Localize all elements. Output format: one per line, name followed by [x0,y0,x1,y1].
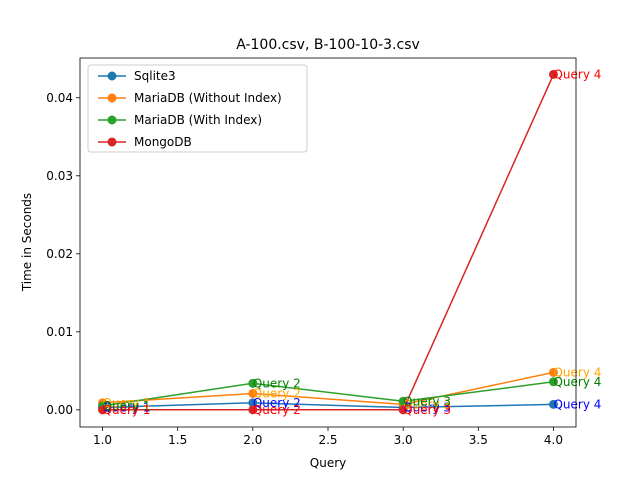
legend-entry-1: MariaDB (Without Index) [134,91,282,105]
series-line-1 [102,371,554,406]
data-label-1-2: Query 3 [403,397,451,411]
data-label-1-3: Query 4 [553,365,601,379]
legend-entry-2: MariaDB (With Index) [134,113,262,127]
data-label-2-3: Query 4 [553,375,601,389]
plot-area: Query 1 Query 2 Query 3 Query 4 Query 1 Query… [98,67,601,417]
x-tick-label-4: 3.0 [394,433,413,447]
legend-marker-2 [107,115,117,125]
data-point-2-3 [548,377,558,387]
legend: Sqlite3 MariaDB (Without Index) MariaDB (W… [87,64,308,153]
chart-title: A-100.csv, B-100-10-3.csv [236,37,420,53]
series-line-0 [102,402,554,409]
series-line-2 [102,381,554,407]
data-label-0-2: Query 3 [403,400,451,414]
y-tick-label-0: 0.00 [46,403,73,417]
axes: 1.0 1.5 2.0 2.5 3.0 3.5 4.0 0.00 0.01 0.02 0.03 0.0… [46,57,577,447]
y-tick-label-1: 0.01 [46,325,73,339]
legend-box [87,64,308,153]
data-point-0-1 [248,398,258,408]
data-label-3-3: Query 4 [553,67,601,81]
data-label-2-0: Query 1 [103,399,151,413]
data-label-0-1: Query 2 [253,396,301,410]
data-label-3-0: Query 1 [103,403,151,417]
data-label-2-1: Query 2 [253,376,301,390]
x-tick-label-5: 3.5 [469,433,488,447]
data-label-0-3: Query 4 [553,397,601,411]
data-point-3-2 [398,405,408,415]
data-point-3-0 [98,405,108,415]
y-tick-label-2: 0.02 [46,247,73,261]
data-label-1-1: Query 2 [253,386,301,400]
data-point-2-1 [248,378,258,388]
y-tick-label-3: 0.03 [46,169,73,183]
x-tick-label-2: 2.0 [243,433,262,447]
legend-marker-3 [107,137,117,147]
data-point-1-3 [548,367,558,377]
data-label-2-2: Query 3 [403,394,451,408]
data-point-3-1 [248,405,258,415]
x-tick-label-0: 1.0 [93,433,112,447]
data-point-1-1 [248,388,258,398]
x-axis-label: Query [310,456,346,470]
legend-marker-0 [107,71,117,81]
data-point-3-3 [548,69,558,79]
data-label-3-2: Query 3 [403,403,451,417]
legend-marker-1 [107,93,117,103]
x-tick-label-6: 4.0 [544,433,563,447]
y-tick-label-4: 0.04 [46,91,73,105]
data-label-3-1: Query 2 [253,403,301,417]
legend-entry-0: Sqlite3 [134,69,176,83]
y-axis-label: Time in Seconds [20,193,34,292]
data-point-0-3 [548,399,558,409]
data-label-1-0: Query 1 [103,396,151,410]
legend-entry-3: MongoDB [134,135,192,149]
x-tick-label-1: 1.5 [168,433,187,447]
x-tick-label-3: 2.5 [318,433,337,447]
series-line-3 [102,74,555,411]
data-label-0-0: Query 1 [103,400,151,414]
